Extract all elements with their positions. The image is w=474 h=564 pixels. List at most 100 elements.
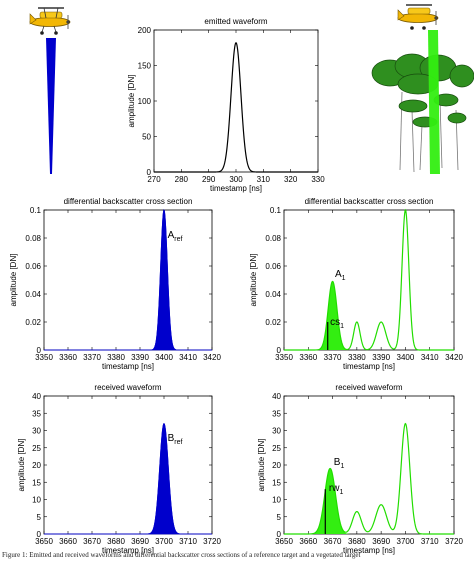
plane-right-illustration xyxy=(371,4,474,174)
y-tick-label: 0 xyxy=(277,530,282,539)
x-tick-label: 270 xyxy=(147,175,161,184)
y-tick-label: 35 xyxy=(272,409,281,418)
y-tick-label: 0 xyxy=(37,346,42,355)
y-tick-label: 0.1 xyxy=(30,206,42,215)
y-tick-label: 5 xyxy=(37,513,42,522)
series-line xyxy=(44,423,212,535)
y-tick-label: 200 xyxy=(138,26,152,35)
x-tick-label: 3400 xyxy=(155,353,173,362)
y-tick-label: 0.04 xyxy=(265,290,281,299)
chart-title: received waveform xyxy=(94,383,161,392)
y-tick-label: 10 xyxy=(32,496,41,505)
chart-title: emitted waveform xyxy=(204,17,267,26)
y-tick-label: 100 xyxy=(138,97,152,106)
series-line xyxy=(44,209,212,351)
y-tick-label: 0 xyxy=(147,168,152,177)
annotation-main: rw xyxy=(329,483,340,494)
series-line xyxy=(284,208,454,351)
reference-cross-section-chart: 3350 3360 3370 3380 3390 3400 3410 3420 0 0.02 0.0… xyxy=(9,197,221,371)
y-axis-label: amplitude [DN] xyxy=(17,439,26,492)
laser-beam-green xyxy=(428,30,440,174)
chart-title: differential backscatter cross section xyxy=(64,197,193,206)
highlighted-pulse xyxy=(315,281,351,350)
y-tick-label: 0.02 xyxy=(265,318,281,327)
y-tick-label: 25 xyxy=(32,444,41,453)
x-tick-label: 3360 xyxy=(299,353,317,362)
plot-area xyxy=(283,209,455,351)
x-tick-label: 3350 xyxy=(35,353,53,362)
x-axis-label: timestamp [ns] xyxy=(343,546,395,555)
vegetation-cross-section-chart: 3350 3360 3370 3380 3390 3400 3410 3420 0 0.02 0.0… xyxy=(249,197,463,371)
annotation-subscript: 1 xyxy=(342,275,346,282)
x-tick-label: 3660 xyxy=(299,537,317,546)
y-tick-label: 0 xyxy=(277,346,282,355)
emitted-waveform-chart: 270 280 290 300 310 320 330 0 50 100 150 200 emitted… xyxy=(127,17,325,193)
y-axis-label: amplitude [DN] xyxy=(257,439,266,492)
y-tick-label: 0.04 xyxy=(25,290,41,299)
annotation-label: cs1 xyxy=(330,317,344,330)
figure-caption: Figure 1: Emitted and received waveforms… xyxy=(2,551,361,559)
x-tick-label: 3680 xyxy=(107,537,125,546)
y-tick-label: 5 xyxy=(277,513,282,522)
x-tick-label: 3710 xyxy=(179,537,197,546)
y-tick-label: 30 xyxy=(32,427,41,436)
y-tick-label: 0 xyxy=(37,530,42,539)
x-tick-label: 3370 xyxy=(83,353,101,362)
x-tick-label: 280 xyxy=(175,175,189,184)
x-tick-label: 3420 xyxy=(203,353,221,362)
x-axis-label: timestamp [ns] xyxy=(343,362,395,371)
x-tick-label: 3390 xyxy=(131,353,149,362)
x-tick-label: 3720 xyxy=(203,537,221,546)
series-line xyxy=(284,422,454,535)
x-tick-label: 3670 xyxy=(324,537,342,546)
x-tick-label: 3650 xyxy=(35,537,53,546)
y-tick-label: 0.08 xyxy=(25,234,41,243)
annotation-subscript: 1 xyxy=(339,489,343,496)
x-tick-label: 3720 xyxy=(445,537,463,546)
x-tick-label: 3410 xyxy=(179,353,197,362)
x-tick-label: 3690 xyxy=(131,537,149,546)
series-line xyxy=(154,41,318,173)
x-tick-label: 3420 xyxy=(445,353,463,362)
annotation-label: A1 xyxy=(335,269,346,282)
x-tick-label: 3690 xyxy=(372,537,390,546)
plot-area xyxy=(153,29,319,173)
x-tick-label: 3400 xyxy=(397,353,415,362)
annotation-main: B xyxy=(168,433,175,444)
x-axis-label: timestamp [ns] xyxy=(102,546,154,555)
y-tick-label: 15 xyxy=(272,478,281,487)
airplane-icon xyxy=(397,4,439,30)
chart-title: differential backscatter cross section xyxy=(305,197,434,206)
x-tick-label: 3370 xyxy=(324,353,342,362)
y-tick-label: 0.02 xyxy=(25,318,41,327)
x-axis-label: timestamp [ns] xyxy=(102,362,154,371)
plot-area xyxy=(43,395,213,535)
x-tick-label: 3650 xyxy=(275,537,293,546)
x-tick-label: 320 xyxy=(284,175,298,184)
y-tick-label: 25 xyxy=(272,444,281,453)
plane-left-illustration xyxy=(29,7,71,174)
y-tick-label: 10 xyxy=(272,496,281,505)
y-tick-label: 50 xyxy=(142,133,151,142)
vegetation-received-waveform-chart: 3650 3660 3670 3680 3690 3700 3710 3720 0 5 10 15 20… xyxy=(257,383,463,555)
y-axis-label: amplitude [DN] xyxy=(127,75,136,128)
y-tick-label: 40 xyxy=(272,392,281,401)
x-tick-label: 3350 xyxy=(275,353,293,362)
y-tick-label: 150 xyxy=(138,62,152,71)
laser-beam-blue xyxy=(46,38,56,174)
x-axis-label: timestamp [ns] xyxy=(210,184,262,193)
x-tick-label: 3380 xyxy=(107,353,125,362)
annotation-subscript: 1 xyxy=(340,463,344,470)
y-tick-label: 0.08 xyxy=(265,234,281,243)
annotation-label: Aref xyxy=(168,230,183,243)
x-tick-label: 290 xyxy=(202,175,216,184)
annotation-subscript: ref xyxy=(174,236,182,243)
x-tick-label: 310 xyxy=(257,175,271,184)
annotation-subscript: ref xyxy=(174,439,182,446)
x-tick-label: 3380 xyxy=(348,353,366,362)
y-tick-label: 0.06 xyxy=(265,262,281,271)
annotation-subscript: 1 xyxy=(340,323,344,330)
x-tick-label: 3680 xyxy=(348,537,366,546)
y-axis-label: amplitude [DN] xyxy=(9,254,18,307)
